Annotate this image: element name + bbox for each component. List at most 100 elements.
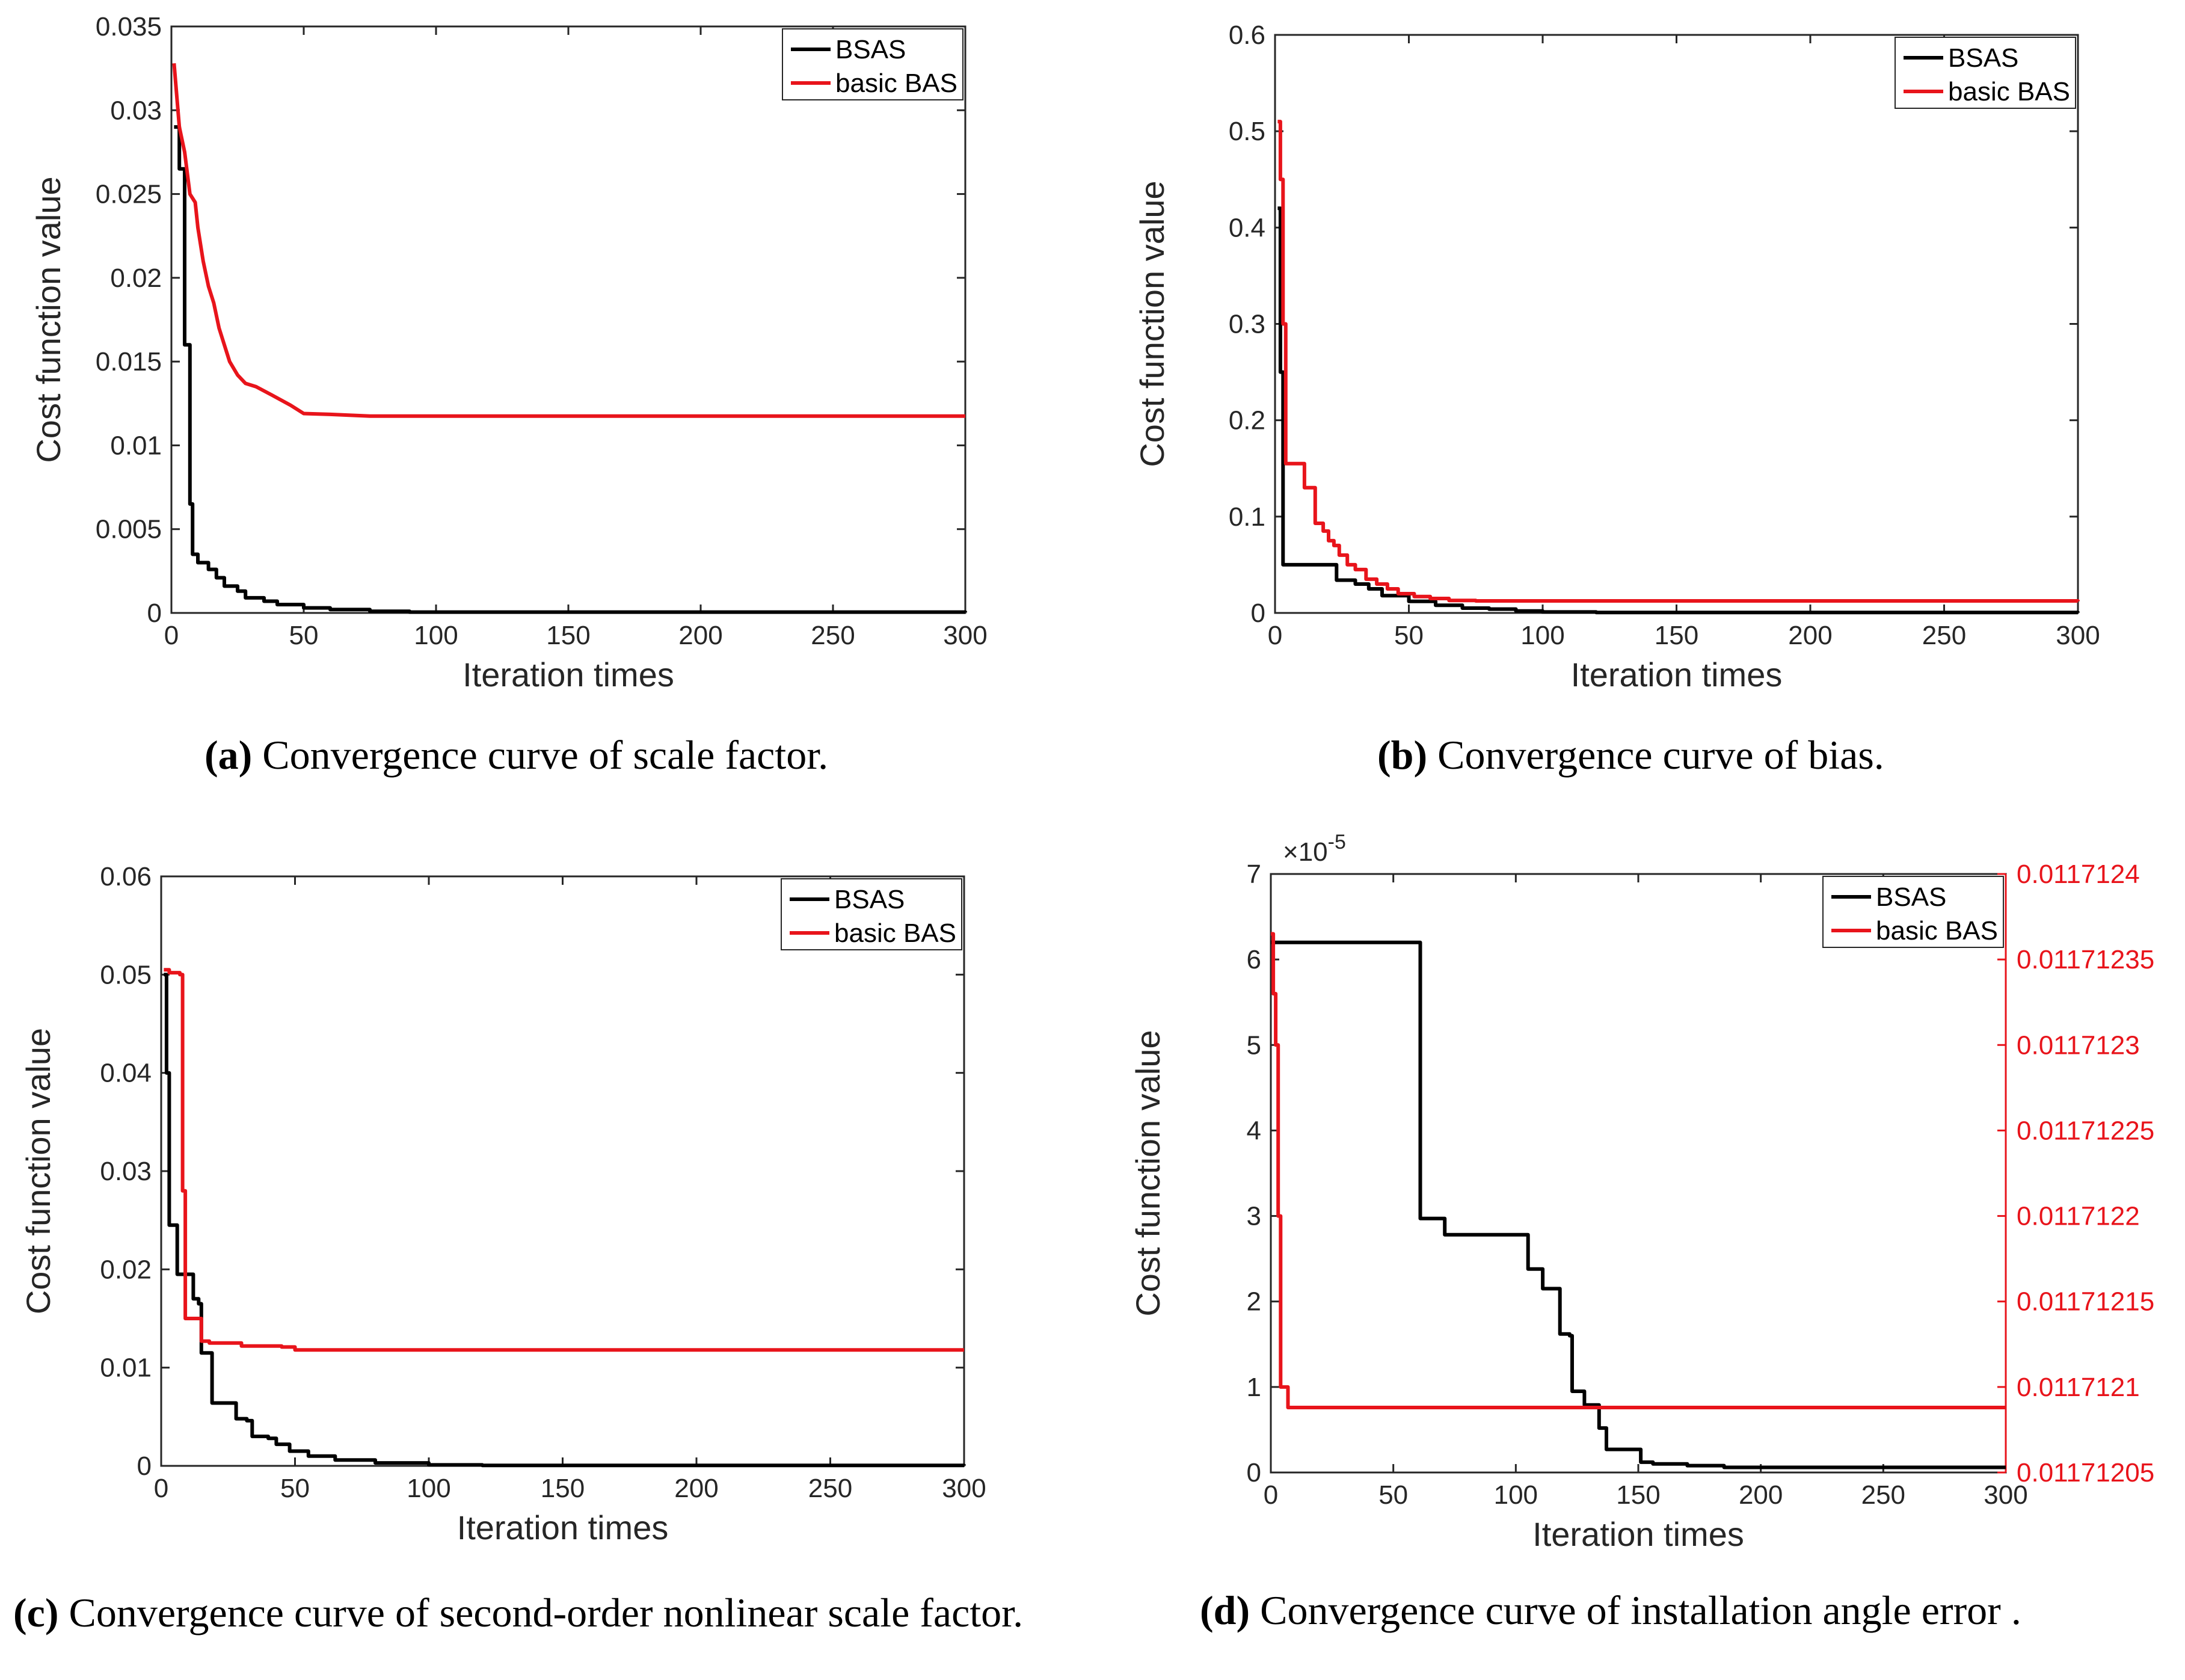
x-tick-label-a: 0	[164, 621, 179, 650]
bas-series-line-b	[1277, 120, 2080, 603]
y-tick-label-b: 0.4	[1229, 213, 1265, 242]
legend-entry-d: basic BAS	[1876, 916, 1998, 946]
legend-entry-a: basic BAS	[835, 69, 957, 98]
y-tick-label-c: 0.06	[100, 862, 152, 891]
caption-d-label: (d)	[1200, 1587, 1250, 1633]
x-tick-label-a: 50	[289, 621, 319, 650]
y-tick-label-d: 5	[1247, 1030, 1261, 1060]
y-tick-label-b: 0	[1251, 598, 1265, 628]
y-tick-label-d: 4	[1247, 1116, 1261, 1145]
x-tick-label-d: 250	[1861, 1480, 1905, 1510]
legend-box-b	[1895, 37, 2076, 109]
x-tick-label-c: 50	[280, 1474, 310, 1503]
x-tick-label-c: 0	[154, 1474, 168, 1503]
plot-frame-d	[1270, 873, 2007, 1474]
x-tick-label-a: 150	[546, 621, 590, 650]
x-tick-label-b: 300	[2056, 621, 2100, 650]
y-tick-label-c: 0.01	[100, 1353, 152, 1383]
caption-b-label: (b)	[1377, 732, 1427, 778]
y-tick-label-b: 0.1	[1229, 502, 1265, 532]
bsas-series-line-d	[1271, 940, 2006, 1469]
x-tick-label-a: 100	[414, 621, 458, 650]
y-tick-label-b: 0.2	[1229, 406, 1265, 435]
x-tick-label-b: 100	[1520, 621, 1564, 650]
y-tick-label-a: 0.005	[96, 515, 162, 544]
caption-c-label: (c)	[13, 1590, 59, 1635]
x-tick-label-b: 250	[1922, 621, 1966, 650]
x-tick-label-d: 100	[1494, 1480, 1538, 1510]
y2-tick-label-d: 0.0117121	[2017, 1373, 2140, 1402]
legend-entry-c: basic BAS	[834, 918, 956, 948]
panel-a: 0 50 100 150 200 250 300 0 0.005 0.01 0.015 0.02 0.0…	[29, 12, 988, 694]
y2-tick-label-d: 0.0117122	[2017, 1202, 2140, 1231]
bsas-series-line-a	[174, 125, 967, 614]
x-axis-label-a: Iteration times	[463, 656, 674, 694]
x-tick-label-d: 200	[1739, 1480, 1783, 1510]
y2-tick-label-d: 0.0117123	[2017, 1030, 2140, 1060]
bas-series-line-d	[1271, 932, 2006, 1409]
x-tick-label-d: 0	[1264, 1480, 1278, 1510]
x-tick-label-b: 150	[1655, 621, 1698, 650]
caption-a-label: (a)	[204, 732, 252, 778]
x-tick-label-c: 200	[674, 1474, 718, 1503]
x-tick-label-a: 250	[811, 621, 855, 650]
plot-frame-b	[1274, 34, 2079, 614]
y2-tick-label-d: 0.01171215	[2017, 1287, 2154, 1317]
caption-b: (b) Convergence curve of bias.	[1377, 732, 1884, 778]
panel-d: 0 50 100 150 200 250 300 0 1 2 3 4 5 6 7 0.01171205 0.01…	[1129, 831, 2154, 1553]
y-exponent-label-d: ×10-5	[1283, 831, 1346, 867]
y-tick-label-a: 0.01	[110, 431, 162, 460]
y2-tick-label-d: 0.0117124	[2017, 860, 2140, 889]
y-tick-label-a: 0.025	[96, 180, 162, 209]
x-tick-label-d: 300	[1984, 1480, 2027, 1510]
y-tick-label-c: 0.03	[100, 1157, 152, 1186]
y-tick-label-d: 0	[1247, 1458, 1261, 1488]
x-tick-label-a: 300	[943, 621, 987, 650]
x-tick-label-d: 150	[1616, 1480, 1660, 1510]
bas-series-line-c	[164, 968, 964, 1352]
caption-d-text: Convergence curve of installation angle …	[1250, 1587, 2021, 1633]
panel-c: 0 50 100 150 200 250 300 0 0.01 0.02 0.03 0.04 0.05 0…	[19, 862, 986, 1546]
x-tick-label-c: 250	[808, 1474, 852, 1503]
x-axis-label-b: Iteration times	[1571, 656, 1783, 694]
y-axis-label-d: Cost function value	[1129, 1030, 1167, 1316]
bsas-series-line-c	[164, 973, 966, 1468]
y-axis-label-c: Cost function value	[19, 1028, 57, 1314]
caption-a: (a) Convergence curve of scale factor.	[204, 732, 828, 778]
y-tick-label-d: 2	[1247, 1287, 1261, 1317]
y-tick-label-c: 0	[137, 1451, 152, 1481]
y-tick-label-a: 0.02	[110, 263, 162, 293]
legend-box-d	[1822, 876, 2004, 948]
y-tick-label-a: 0.015	[96, 347, 162, 377]
x-tick-label-a: 200	[678, 621, 722, 650]
y-axis-label-b: Cost function value	[1133, 180, 1171, 467]
y-tick-label-d: 6	[1247, 945, 1261, 974]
y-tick-label-d: 7	[1247, 860, 1261, 889]
y2-tick-label-d: 0.01171205	[2017, 1458, 2154, 1488]
plot-frame-a	[170, 25, 967, 614]
legend-entry-d: BSAS	[1876, 882, 1946, 912]
y-tick-label-b: 0.5	[1229, 117, 1265, 146]
caption-d: (d) Convergence curve of installation an…	[1200, 1587, 2021, 1633]
y-tick-label-a: 0	[147, 598, 162, 628]
y-exponent-base: ×10	[1283, 837, 1328, 867]
legend-entry-b: basic BAS	[1948, 77, 2070, 106]
legend-entry-b: BSAS	[1948, 43, 2018, 73]
legend-box-a	[782, 28, 963, 100]
caption-a-text: Convergence curve of scale factor.	[252, 732, 828, 778]
y-tick-label-a: 0.035	[96, 12, 162, 42]
y-tick-label-a: 0.03	[110, 96, 162, 125]
legend-entry-a: BSAS	[835, 35, 906, 64]
x-tick-label-b: 0	[1268, 621, 1282, 650]
x-tick-label-c: 150	[541, 1474, 585, 1503]
x-tick-label-b: 50	[1394, 621, 1424, 650]
panel-b: 0 50 100 150 200 250 300 0 0.1 0.2 0.3 0.4 0.5 0.6 Ite…	[1133, 20, 2100, 694]
y-tick-label-d: 1	[1247, 1373, 1261, 1402]
x-tick-label-c: 300	[942, 1474, 986, 1503]
y-axis-label-a: Cost function value	[29, 176, 67, 463]
x-tick-label-b: 200	[1788, 621, 1832, 650]
y-tick-label-d: 3	[1247, 1202, 1261, 1231]
y-exponent-power: -5	[1328, 831, 1346, 854]
legend-box-c	[781, 878, 962, 950]
